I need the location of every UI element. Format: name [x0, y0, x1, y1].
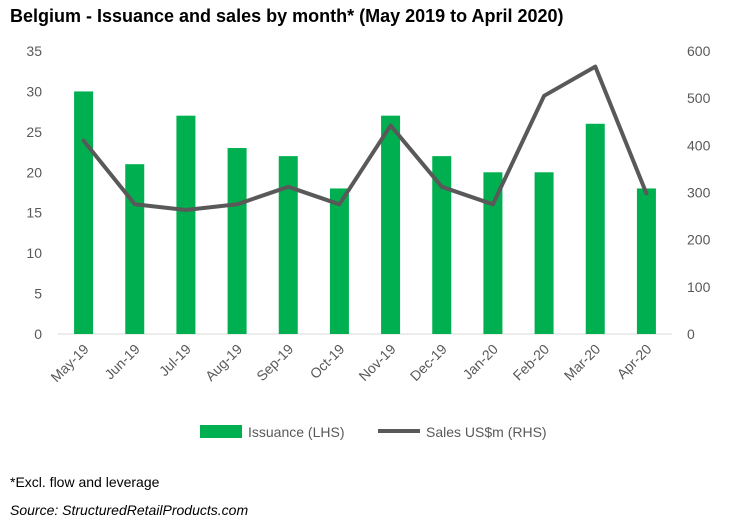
left-tick-label: 25	[26, 124, 42, 140]
bar-jun-19	[125, 164, 145, 334]
right-axis-ticks: 0 100 200 300 400 500 600	[687, 43, 711, 342]
bar-aug-19	[227, 148, 247, 334]
left-tick-label: 30	[26, 83, 42, 99]
left-tick-label: 15	[26, 205, 42, 221]
bar-feb-20	[534, 172, 554, 334]
right-tick-label: 0	[687, 326, 695, 342]
x-tick-label: Jun-19	[101, 341, 143, 383]
x-tick-label: Feb-20	[510, 341, 553, 384]
left-tick-label: 10	[26, 245, 42, 261]
legend-line-label: Sales US$m (RHS)	[426, 424, 547, 440]
bar-jul-19	[176, 115, 196, 334]
legend-bar-swatch	[200, 425, 242, 438]
combo-chart: 0 5 10 15 20 25 30 35 0 100 200 300 400 500 600 May-1…	[26, 43, 711, 440]
bar-oct-19	[329, 188, 349, 334]
legend: Issuance (LHS) Sales US$m (RHS)	[200, 424, 547, 440]
bar-sep-19	[278, 156, 298, 334]
right-tick-label: 500	[687, 90, 711, 106]
left-tick-label: 20	[26, 164, 42, 180]
x-tick-label: Nov-19	[355, 341, 398, 384]
bar-apr-20	[636, 188, 656, 334]
issuance-bars	[74, 91, 656, 335]
x-tick-label: Dec-19	[407, 341, 450, 384]
x-tick-label: Mar-20	[561, 341, 604, 384]
right-tick-label: 400	[687, 137, 711, 153]
left-axis-ticks: 0 5 10 15 20 25 30 35	[26, 43, 42, 342]
x-tick-label: Sep-19	[253, 341, 296, 384]
bar-dec-19	[432, 156, 452, 334]
x-tick-label: Jan-20	[459, 341, 501, 383]
bar-mar-20	[585, 123, 605, 335]
left-tick-label: 5	[34, 286, 42, 302]
x-tick-label: Oct-19	[307, 341, 348, 382]
sales-line	[81, 64, 649, 212]
bar-jan-20	[483, 172, 503, 334]
bar-may-19	[74, 91, 94, 334]
left-tick-label: 0	[34, 326, 42, 342]
x-tick-label: Apr-20	[614, 341, 655, 382]
right-tick-label: 100	[687, 279, 711, 295]
x-axis-ticks: May-19 Jun-19 Jul-19 Aug-19 Sep-19 Oct-19 Nov-…	[47, 341, 654, 385]
footnote: *Excl. flow and leverage	[10, 474, 160, 490]
sales-line-path	[81, 64, 649, 212]
bar-nov-19	[381, 115, 401, 334]
x-tick-label: Aug-19	[202, 341, 245, 384]
left-tick-label: 35	[26, 43, 42, 59]
x-tick-label: Jul-19	[156, 341, 194, 379]
legend-bar-label: Issuance (LHS)	[248, 424, 344, 440]
right-tick-label: 600	[687, 43, 711, 59]
right-tick-label: 200	[687, 232, 711, 248]
x-tick-label: May-19	[47, 341, 91, 385]
source-note: Source: StructuredRetailProducts.com	[10, 502, 249, 518]
right-tick-label: 300	[687, 185, 711, 201]
chart-title: Belgium - Issuance and sales by month* (…	[10, 6, 564, 26]
